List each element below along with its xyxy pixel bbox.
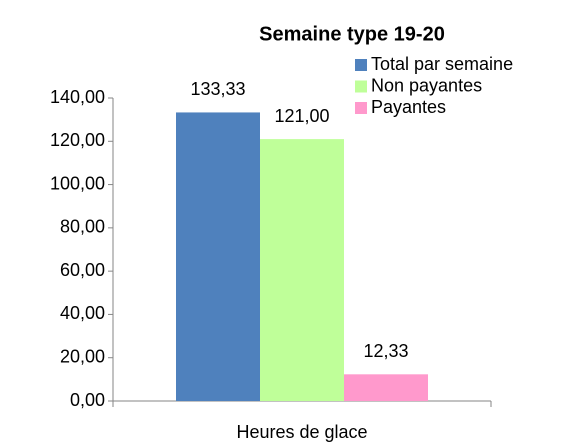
legend-swatch — [355, 80, 367, 93]
y-tick-label: 0,00 — [70, 390, 105, 410]
bar — [260, 139, 344, 401]
y-tick-label: 140,00 — [50, 87, 105, 107]
y-tick-label: 100,00 — [50, 173, 105, 193]
legend-label: Total par semaine — [371, 54, 513, 74]
value-label: 121,00 — [274, 106, 329, 126]
legend-label: Payantes — [371, 97, 446, 117]
bar — [176, 112, 260, 401]
value-label: 12,33 — [363, 341, 408, 361]
y-tick-label: 40,00 — [60, 303, 105, 323]
chart-title: Semaine type 19-20 — [259, 23, 445, 45]
y-tick-label: 80,00 — [60, 217, 105, 237]
x-tick-label: Heures de glace — [236, 422, 367, 442]
bar — [344, 374, 428, 401]
legend-swatch — [355, 59, 367, 71]
y-tick-label: 60,00 — [60, 260, 105, 280]
y-tick-label: 20,00 — [60, 346, 105, 366]
legend-label: Non payantes — [371, 75, 482, 95]
y-tick-label: 120,00 — [50, 130, 105, 150]
value-label: 133,33 — [190, 79, 245, 99]
legend-swatch — [355, 102, 367, 114]
